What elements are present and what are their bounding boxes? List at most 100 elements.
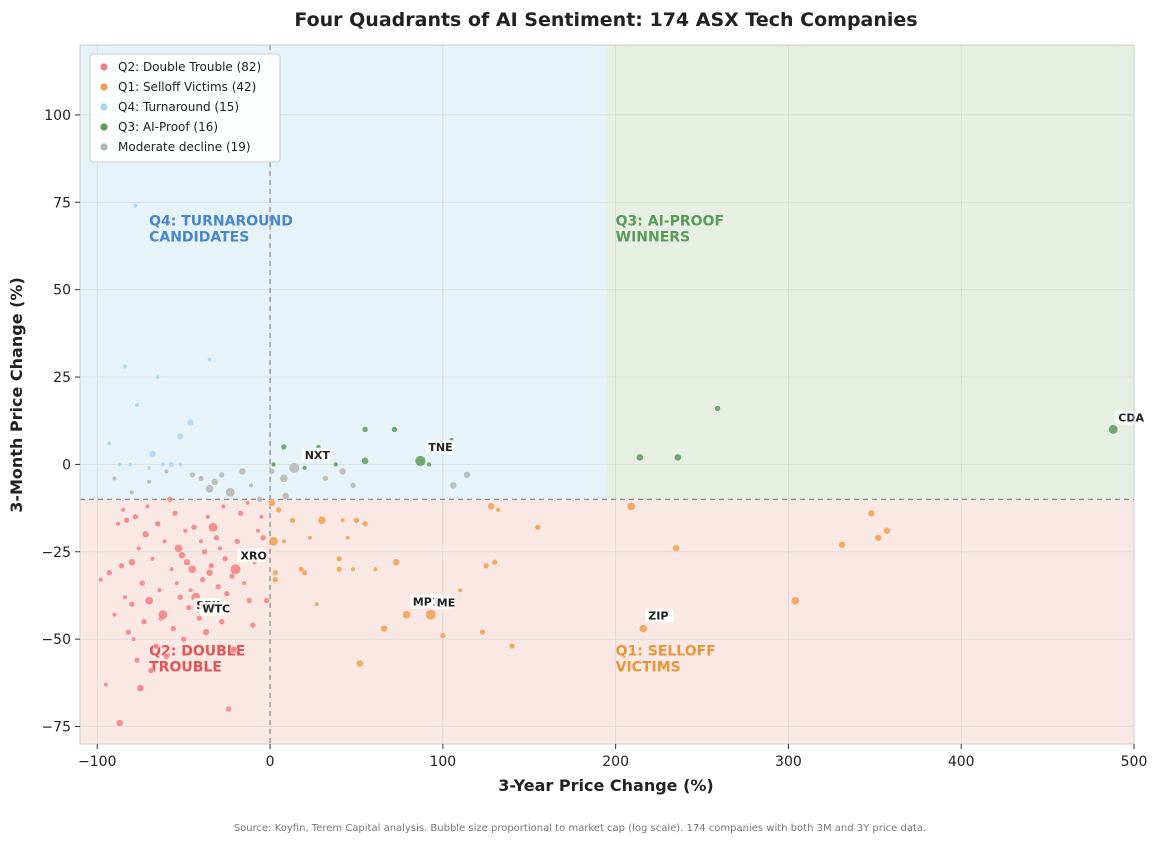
point-s4-2 (146, 479, 152, 485)
point-s0-43 (185, 604, 192, 611)
point-s4-4 (189, 471, 196, 479)
point-s0-23 (147, 667, 154, 674)
point-s0-3 (112, 612, 118, 618)
x-tick-label-5: 400 (948, 754, 975, 770)
point-s1-17 (353, 517, 360, 524)
point-s4-14 (279, 474, 289, 483)
annotation-bg-3 (237, 548, 266, 563)
point-s0-8 (122, 594, 128, 600)
point-s0-10 (125, 629, 132, 636)
point-s0-36 (174, 580, 180, 586)
x-tick-label-6: 500 (1121, 754, 1148, 770)
point-s3-8 (414, 455, 426, 467)
annotation-nxt: NXT (305, 449, 331, 462)
point-s0-52 (201, 548, 208, 555)
point-s1-14 (340, 517, 346, 523)
point-s0-15 (133, 656, 141, 664)
point-s4-12 (256, 496, 263, 503)
quadrant-label-1: Q3: AI-PROOF WINNERS (616, 214, 724, 246)
annotation-me: ME (437, 597, 455, 610)
point-s0-21 (144, 503, 150, 509)
quadrant-labels: Q4: TURNAROUND CANDIDATES Q3: AI-PROOF WINN… (149, 214, 724, 676)
legend-item-0: Q2: Double Trouble (82) (118, 60, 261, 74)
y-axis-label: 3-Month Price Change (%) (7, 277, 26, 513)
quadrant-label-2: Q2: DOUBLE TROUBLE (149, 644, 245, 676)
point-s0-29 (158, 609, 168, 620)
point-s0-33 (169, 566, 175, 572)
point-s2-0 (106, 440, 112, 446)
x-tick-label-1: 0 (266, 754, 275, 770)
point-s2-2 (122, 363, 128, 370)
point-s0-56 (208, 562, 215, 569)
y-tick-label-5: 50 (53, 283, 71, 299)
point-annotations: CDATNENXTXROSEKWTCMP1MEZIP (193, 410, 1144, 623)
point-s0-80 (260, 534, 267, 541)
point-s0-68 (230, 645, 238, 654)
point-s0-72 (241, 580, 247, 586)
legend-item-3: Q3: AI-Proof (16) (118, 120, 218, 134)
point-s0-65 (223, 590, 231, 597)
point-s1-0 (268, 499, 276, 507)
point-s0-27 (156, 587, 163, 593)
point-s3-7 (391, 426, 398, 433)
point-s0-64 (221, 555, 229, 562)
point-s1-13 (336, 566, 343, 573)
point-s0-4 (115, 521, 121, 527)
annotation-xro: XRO (241, 549, 267, 562)
point-s0-11 (128, 558, 136, 566)
point-s3-14 (1108, 424, 1119, 435)
point-s4-9 (225, 487, 236, 498)
quadrant-label-1-line1: Q3: AI-PROOF (616, 214, 724, 230)
point-s0-5 (116, 719, 124, 727)
point-s1-38 (791, 596, 800, 606)
annotation-cda: CDA (1118, 411, 1144, 424)
point-s0-35 (171, 510, 179, 517)
point-s0-40 (180, 636, 187, 643)
legend-marker-1 (100, 83, 108, 91)
point-s0-66 (225, 705, 232, 713)
point-s1-16 (350, 566, 356, 572)
legend-item-2: Q4: Turnaround (15) (118, 100, 239, 114)
point-s1-36 (638, 624, 648, 633)
legend-marker-2 (100, 103, 108, 111)
point-s4-15 (281, 492, 290, 500)
point-s0-0 (98, 577, 104, 583)
point-s1-32 (495, 507, 501, 513)
point-s0-42 (183, 558, 191, 566)
point-s1-22 (392, 558, 400, 566)
y-tick-label-4: 25 (53, 370, 71, 386)
point-s0-54 (205, 514, 211, 520)
point-s3-5 (361, 457, 369, 465)
quadrant-label-2-line2: TROUBLE (149, 660, 222, 676)
annotation-mp1: MP1 (413, 596, 440, 609)
annotation-bg-6 (409, 594, 438, 609)
point-s0-13 (131, 636, 137, 642)
point-s0-70 (234, 538, 241, 545)
plot-background (80, 45, 1134, 744)
point-s2-10 (168, 461, 175, 468)
x-tick-label-2: 100 (429, 754, 456, 770)
point-s1-29 (482, 562, 490, 569)
legend-box (89, 53, 281, 163)
point-s1-4 (275, 506, 282, 513)
point-s1-31 (491, 559, 498, 566)
point-s0-24 (150, 556, 156, 562)
point-s2-7 (148, 450, 157, 458)
legend: Q2: Double Trouble (82) Q1: Selloff Victi… (89, 53, 281, 163)
legend-marker-0 (100, 63, 108, 71)
x-tick-label-4: 300 (775, 754, 802, 770)
point-s0-45 (187, 564, 197, 574)
point-s0-46 (190, 524, 198, 531)
point-s1-35 (626, 502, 636, 511)
point-s0-16 (136, 545, 142, 551)
point-s0-44 (188, 587, 194, 593)
x-axis-label: 3-Year Price Change (%) (498, 776, 714, 795)
point-s1-41 (874, 534, 883, 542)
point-s0-2 (106, 569, 113, 576)
point-s0-30 (162, 538, 168, 544)
quadrant-label-0-line1: Q4: TURNAROUND (149, 214, 293, 230)
point-s2-6 (146, 465, 152, 471)
tick-labels: −100 0 100 200 300 400 500 −75 −50 −25 0 25 50 75 100 (41, 108, 1147, 770)
chart-title: Four Quadrants of AI Sentiment: 174 ASX … (294, 9, 917, 31)
point-s1-2 (272, 569, 279, 576)
